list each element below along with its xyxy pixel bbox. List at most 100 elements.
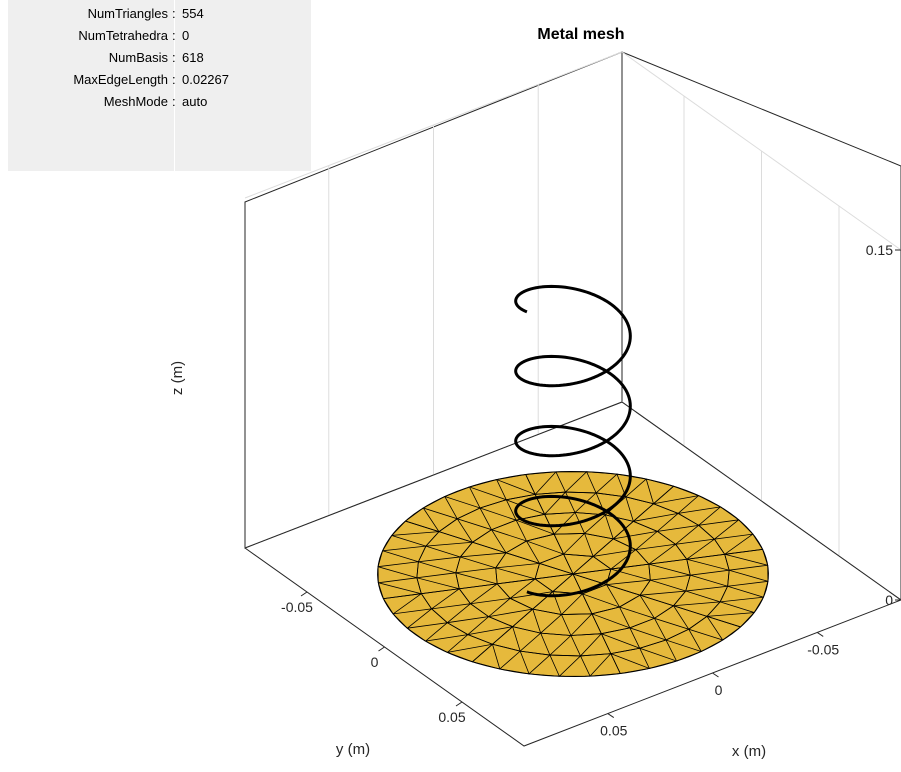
mesh-edge (495, 567, 498, 584)
mesh-edge (492, 643, 521, 652)
mesh-edge (544, 512, 576, 515)
info-separator: : (172, 6, 176, 21)
mesh-edge (458, 588, 471, 604)
mesh-edge (505, 540, 527, 554)
mesh-edge (639, 579, 651, 596)
z-tick-label: 0 (885, 592, 893, 608)
mesh-triangle (377, 550, 419, 568)
mesh-triangle (706, 612, 756, 628)
info-value: 0 (182, 28, 190, 43)
mesh-edge (467, 634, 493, 645)
y-axis-label: y (m) (336, 741, 370, 758)
mesh-edge (591, 606, 620, 615)
info-key: MeshMode (103, 94, 168, 109)
mesh-triangle (528, 654, 561, 677)
mesh-edge (686, 559, 691, 576)
y-tick (455, 701, 463, 707)
mesh-edge (534, 563, 540, 580)
x-tick (712, 672, 719, 678)
mesh-triangle (381, 534, 426, 552)
x-axis-label: x (m) (732, 743, 766, 760)
y-tick (300, 591, 308, 597)
mesh-edge (539, 553, 564, 564)
mesh-triangle (382, 593, 422, 615)
mesh-triangle (390, 520, 440, 536)
info-row-num-tetrahedra: NumTetrahedra : 0 (8, 28, 311, 48)
y-tick (378, 646, 385, 652)
y-tick-label: -0.05 (281, 599, 313, 615)
chart-title: Metal mesh (537, 26, 624, 43)
info-value: 618 (182, 50, 204, 65)
mesh-edge (431, 608, 448, 623)
mesh-edge (657, 531, 676, 545)
info-value: 554 (182, 6, 204, 21)
mesh-edge (582, 584, 607, 595)
z-axis-label: z (m) (169, 361, 186, 395)
mesh-triangle (468, 479, 508, 501)
x-tick-label: -0.05 (807, 641, 839, 657)
mesh-triangle (610, 652, 651, 674)
mesh-edge (601, 627, 630, 635)
mesh-edge (496, 583, 511, 599)
mesh-edge (675, 544, 688, 560)
info-value: 0.02267 (182, 72, 229, 87)
mesh-triangle (713, 519, 754, 540)
mesh-edge (491, 519, 517, 531)
mesh-edge (472, 529, 492, 543)
mesh-triangle (687, 628, 724, 653)
mesh-triangle (638, 647, 678, 669)
info-row-num-triangles: NumTriangles : 554 (8, 6, 311, 26)
info-value: auto (182, 94, 208, 109)
info-key: NumTetrahedra (78, 28, 168, 43)
helix-antenna (514, 284, 632, 598)
x-tick (816, 632, 824, 637)
mesh-edge (596, 492, 626, 498)
mesh-edge (438, 518, 458, 532)
mesh-edge (416, 561, 419, 578)
mesh-triangle (724, 533, 764, 555)
mesh-edge (565, 491, 597, 494)
y-tick-label: 0.05 (438, 709, 465, 725)
mesh-triangle (495, 474, 536, 496)
mesh-triangle (471, 643, 501, 670)
mesh-edge (654, 605, 674, 619)
mesh-edge (535, 491, 566, 495)
z-tick-label: 0.15 (866, 242, 893, 258)
info-key: NumTriangles (87, 6, 168, 21)
grid-line (244, 51, 901, 251)
axis-ticks: -0.05 0 0.05 -0.05 0 0.05 0 0.15 (281, 242, 901, 739)
y-tick-label: 0 (371, 654, 379, 670)
mesh-edge (563, 553, 594, 557)
helix-wire (514, 284, 632, 598)
mesh-edge (416, 577, 422, 594)
mesh-triangle (443, 486, 481, 509)
info-separator: : (172, 50, 176, 65)
info-panel-divider (174, 0, 175, 171)
x-tick (607, 713, 615, 718)
mesh-edge (509, 597, 533, 610)
mesh-edge (540, 632, 571, 636)
info-separator: : (172, 28, 176, 43)
info-row-mesh-mode: MeshMode : auto (8, 94, 311, 114)
mesh-edge (532, 608, 562, 615)
mesh-edge (613, 538, 637, 551)
mesh-edge (459, 541, 473, 558)
mesh-triangle (377, 566, 417, 584)
mesh-edge (420, 593, 432, 610)
mesh-edge (639, 639, 667, 649)
mesh-edge (580, 653, 611, 657)
mesh-edge (677, 513, 699, 526)
mesh-triangle (720, 596, 765, 614)
mesh-edge (727, 570, 730, 587)
mesh-edge (554, 533, 585, 535)
mesh-edge (625, 496, 654, 505)
mesh-triangle (697, 506, 740, 526)
mesh-triangle (406, 622, 449, 642)
info-row-num-basis: NumBasis : 618 (8, 50, 311, 70)
mesh-edge (653, 503, 679, 514)
mesh-edge (619, 594, 641, 608)
mesh-edge (688, 616, 708, 630)
mesh-triangle (555, 471, 588, 493)
mesh-edge (534, 578, 554, 592)
